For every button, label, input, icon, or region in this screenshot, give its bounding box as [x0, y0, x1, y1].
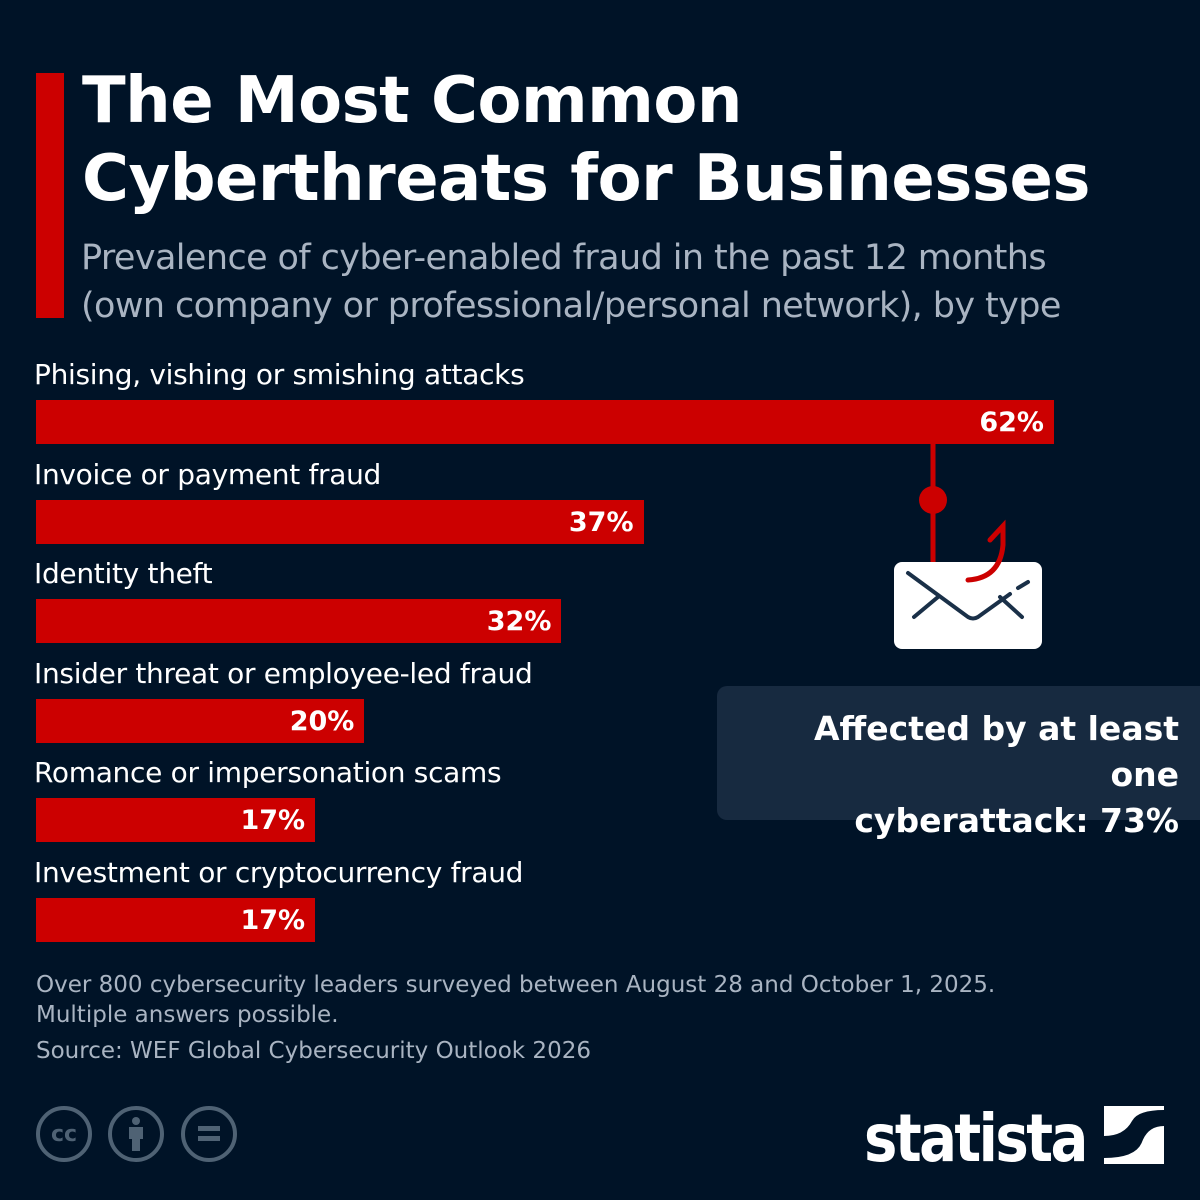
bar-value-label: 62% — [979, 407, 1044, 438]
statista-logo-mark-icon — [1104, 1106, 1164, 1164]
note-line-1: Over 800 cybersecurity leaders surveyed … — [36, 972, 996, 998]
cc-icon[interactable]: cc — [36, 1106, 92, 1162]
title-line-2: Cyberthreats for Businesses — [82, 142, 1090, 216]
bar-value-label: 20% — [289, 705, 355, 737]
bar: 62% — [36, 400, 1054, 444]
callout-box: Affected by at least one cyberattack: 73% — [717, 686, 1200, 840]
category-label: Romance or impersonation scams — [34, 756, 502, 790]
page-title: The Most Common Cyberthreats for Business… — [82, 62, 1090, 218]
no-derivatives-icon[interactable] — [181, 1106, 237, 1162]
source-text: Source: WEF Global Cybersecurity Outlook… — [36, 1038, 591, 1064]
statista-logo[interactable]: statista — [864, 1100, 1088, 1177]
callout-text: Affected by at least one cyberattack: 73% — [739, 706, 1179, 844]
subtitle-line-1: Prevalence of cyber-enabled fraud in the… — [81, 238, 1047, 278]
subtitle-line-2: (own company or professional/personal ne… — [81, 286, 1061, 326]
category-label: Invoice or payment fraud — [34, 457, 382, 491]
bar-value-label: 17% — [240, 805, 306, 837]
cc-icon-text: cc — [50, 1121, 78, 1147]
note-line-2: Multiple answers possible. — [36, 1002, 339, 1028]
callout-line-1: Affected by at least one — [813, 709, 1179, 794]
subtitle: Prevalence of cyber-enabled fraud in the… — [81, 234, 1061, 330]
category-label: Investment or cryptocurrency fraud — [34, 856, 524, 889]
attribution-icon[interactable] — [108, 1106, 164, 1162]
title-accent-bar — [36, 73, 64, 318]
callout-line-2: cyberattack: 73% — [854, 801, 1179, 840]
survey-note: Over 800 cybersecurity leaders surveyed … — [36, 970, 995, 1030]
title-line-1: The Most Common — [82, 64, 742, 138]
category-label: Phising, vishing or smishing attacks — [34, 358, 525, 391]
bar-value-label: 32% — [486, 606, 552, 638]
bar: 37% — [36, 499, 644, 544]
bar: 32% — [36, 599, 562, 644]
phishing-hook-envelope-icon — [894, 444, 1042, 649]
bar: 17% — [36, 898, 316, 942]
bar: 17% — [36, 798, 316, 843]
bar-value-label: 17% — [240, 905, 306, 936]
category-label: Insider threat or employee-led fraud — [34, 656, 533, 690]
bar-value-label: 37% — [568, 506, 634, 538]
category-label: Identity theft — [34, 557, 213, 591]
bar: 20% — [36, 698, 365, 743]
